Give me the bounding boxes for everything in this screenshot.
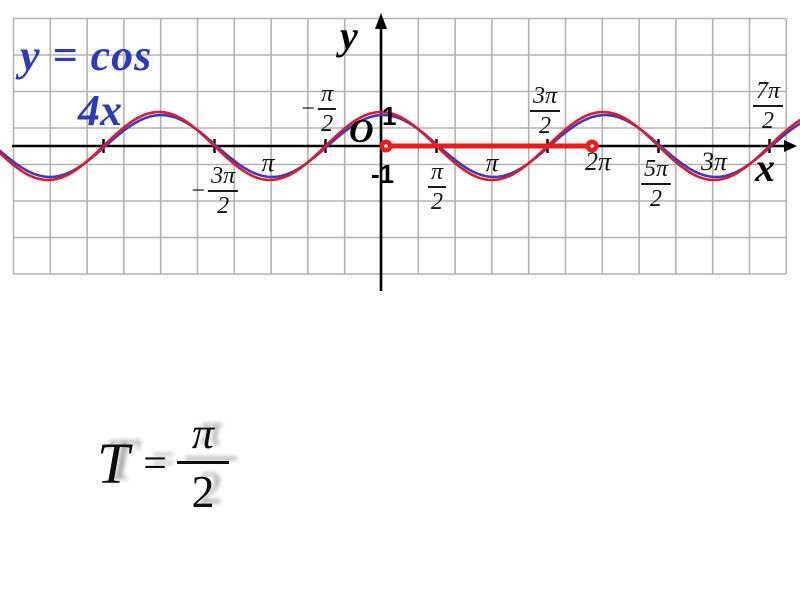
fraction-denominator: 2 — [217, 193, 230, 219]
x-tick-label-3pi-2: 3π 2 — [529, 82, 561, 140]
period-formula: T = π 2 — [97, 412, 229, 515]
x-axis-label: x — [755, 145, 775, 190]
fraction-numerator: 5π — [643, 156, 669, 182]
y-axis-arrow — [375, 13, 387, 29]
x-tick-label-5pi-2: 5π 2 — [640, 155, 672, 213]
fraction-bar — [529, 110, 561, 112]
fraction: π 2 — [318, 80, 337, 138]
fraction-bar — [318, 108, 337, 110]
x-tick-label-pi: π — [485, 148, 499, 177]
fraction-denominator: 2 — [762, 108, 774, 134]
equals-sign: = — [143, 440, 167, 487]
fraction-denominator: 2 — [191, 466, 215, 517]
x-tick-label-neg-pi-2: − π 2 — [299, 80, 337, 138]
function-title: y = cos 4x — [20, 30, 152, 136]
fraction-bar — [176, 461, 229, 464]
function-title-line1: y = cos — [20, 31, 153, 80]
fraction-bar — [208, 190, 239, 192]
fraction-bar — [427, 186, 447, 188]
fraction-numerator: 3π — [211, 163, 236, 189]
fraction-bar — [640, 183, 672, 185]
function-title-line2: 4x — [78, 86, 122, 135]
minus-sign: − — [299, 96, 317, 122]
fraction-denominator: 2 — [431, 189, 443, 215]
fraction-numerator: π — [430, 159, 444, 185]
x-tick-label-7pi-2: 7π 2 — [752, 77, 784, 135]
fraction-numerator: π — [321, 81, 334, 107]
fraction: 3π 2 — [529, 82, 561, 140]
cosine-underlay-blue — [0, 113, 800, 179]
y-tick-label-1: 1 — [382, 101, 397, 131]
fraction-numerator: 7π — [755, 78, 781, 104]
x-tick-label-2pi: 2π — [584, 147, 612, 176]
fraction: π 2 — [176, 409, 229, 517]
fraction: 5π 2 — [640, 155, 672, 213]
fraction: 3π 2 — [208, 162, 239, 220]
cosine-main-red — [0, 110, 800, 182]
fraction: 7π 2 — [752, 77, 784, 135]
x-axis-arrow — [784, 140, 797, 152]
fraction-numerator: π — [191, 409, 214, 458]
origin-label: O — [349, 113, 374, 150]
fraction-denominator: 2 — [539, 113, 551, 139]
fraction-numerator: 3π — [532, 83, 558, 109]
y-tick-label-neg-1: -1 — [371, 159, 395, 189]
x-tick-label-3pi: 3π — [700, 147, 728, 176]
x-tick-label-neg-3pi-2: − 3π 2 — [189, 162, 239, 220]
y-axis-label: y — [340, 13, 358, 58]
fraction-denominator: 2 — [650, 186, 662, 212]
fraction: π 2 — [427, 158, 447, 216]
period-segment — [379, 139, 599, 153]
fraction-bar — [752, 105, 784, 107]
x-tick-label-pi-2: π 2 — [427, 158, 447, 216]
fraction-denominator: 2 — [321, 111, 334, 137]
period-symbol: T — [97, 430, 130, 496]
x-tick-label-neg-pi: π — [261, 148, 275, 177]
minus-sign: − — [189, 178, 207, 204]
